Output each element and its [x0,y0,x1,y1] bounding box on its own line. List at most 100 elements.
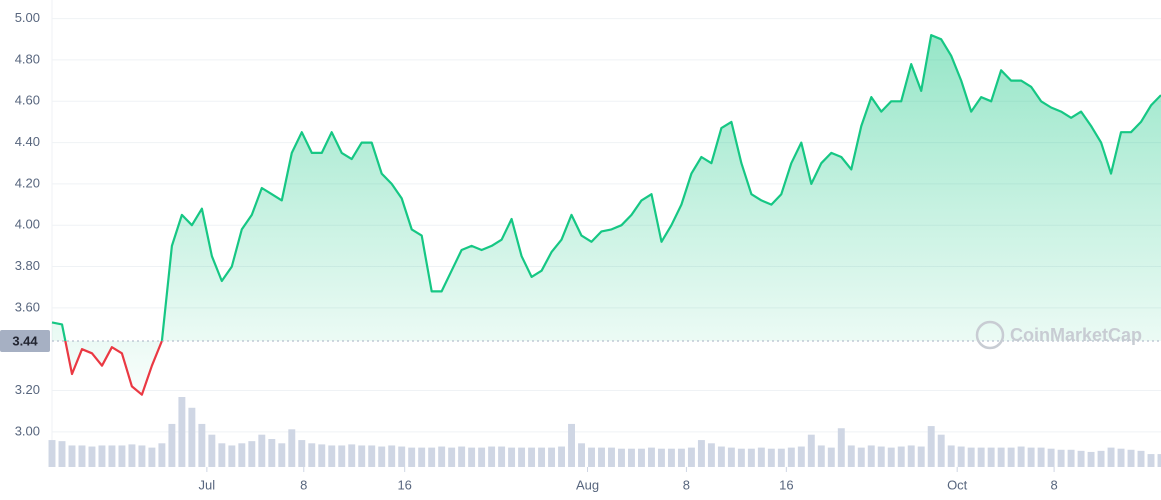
volume-bar [947,445,955,467]
volume-bar [578,443,585,467]
volume-bar [667,448,675,467]
volume-bar [558,446,566,467]
volume-bar [388,445,396,467]
x-tick-label: 16 [397,477,411,492]
volume-bar [1057,449,1065,467]
volume-bar [977,447,985,467]
volume-bar [118,445,126,467]
volume-bar [238,443,246,467]
volume-bar [877,446,885,467]
volume-bar [348,444,356,467]
x-tick-label: Jul [199,477,216,492]
volume-bar [148,447,156,467]
volume-bar [298,440,306,467]
volume-bar [1067,449,1075,467]
volume-bar [1107,447,1115,467]
volume-bar [208,434,216,467]
volume-bar [48,440,56,467]
volume-bar [657,448,665,467]
y-tick-label: 4.60 [15,93,40,108]
volume-bar [857,447,865,467]
volume-bar [647,447,655,467]
volume-bar [1087,451,1095,467]
volume-bar [1007,447,1015,467]
volume-bar [218,443,226,467]
volume-bar [158,443,166,467]
volume-bar [1017,446,1025,467]
volume-bar [368,445,376,467]
volume-bar [687,447,695,467]
volume-bar [927,426,935,467]
volume-bar [907,445,915,467]
x-tick-label: Aug [576,477,599,492]
volume-bar [897,446,905,467]
volume-bar [258,434,266,467]
volume-bar [188,407,196,467]
x-tick-label: 8 [300,477,307,492]
volume-bar [737,448,745,467]
volume-bar [987,447,995,467]
volume-bar [398,446,406,467]
x-tick-label: 16 [779,477,793,492]
volume-bar [478,447,486,467]
volume-bar [58,441,66,467]
volume-bar [498,446,506,467]
y-tick-label: 4.40 [15,134,40,149]
volume-bar [168,423,176,467]
y-tick-label: 4.80 [15,51,40,66]
volume-bar [98,445,106,467]
volume-bar [128,444,136,467]
volume-bar [847,445,855,467]
volume-bar [787,447,795,467]
volume-bar [967,447,975,467]
volume-bar [638,448,645,467]
y-tick-label: 3.00 [15,423,40,438]
volume-bar [957,446,965,467]
volume-bar [727,447,735,467]
volume-bar [797,446,805,467]
volume-bar [428,447,436,467]
volume-bar [807,434,815,467]
volume-bar [618,448,625,467]
volume-bar [707,443,715,467]
volume-bar [827,447,835,467]
volume-bar [767,448,775,467]
y-tick-label: 3.80 [15,258,40,273]
baseline-label-box [0,329,50,352]
volume-bar [697,440,705,467]
baseline-label: 3.44 [12,333,38,348]
y-tick-label: 5.00 [15,10,40,25]
volume-bar [628,448,635,467]
volume-bar [1137,450,1145,467]
volume-bar [438,446,446,467]
volume-bar [1027,447,1035,467]
volume-bar [1077,450,1085,467]
volume-bar [747,448,755,467]
volume-bar [378,446,386,467]
volume-bar [1127,449,1135,467]
volume-bar [268,439,276,467]
volume-bar [837,428,845,467]
volume-bar [598,447,605,467]
volume-bar [608,447,615,467]
volume-bar [917,446,925,467]
y-tick-label: 4.00 [15,217,40,232]
volume-bar [677,448,685,467]
x-tick-label: 8 [683,477,690,492]
volume-bar [568,423,575,467]
y-tick-label: 4.20 [15,175,40,190]
volume-bar [508,447,516,467]
volume-bar [458,446,466,467]
volume-bar [178,397,186,467]
volume-bar [108,445,116,467]
volume-bar [817,445,825,467]
volume-bar [867,445,875,467]
volume-bar [488,446,496,467]
volume-bar [288,429,296,467]
volume-bar [468,447,476,467]
watermark-logo [975,320,1005,350]
volume-bar [308,443,316,467]
price-line [51,34,1161,396]
volume-bar [548,447,556,467]
